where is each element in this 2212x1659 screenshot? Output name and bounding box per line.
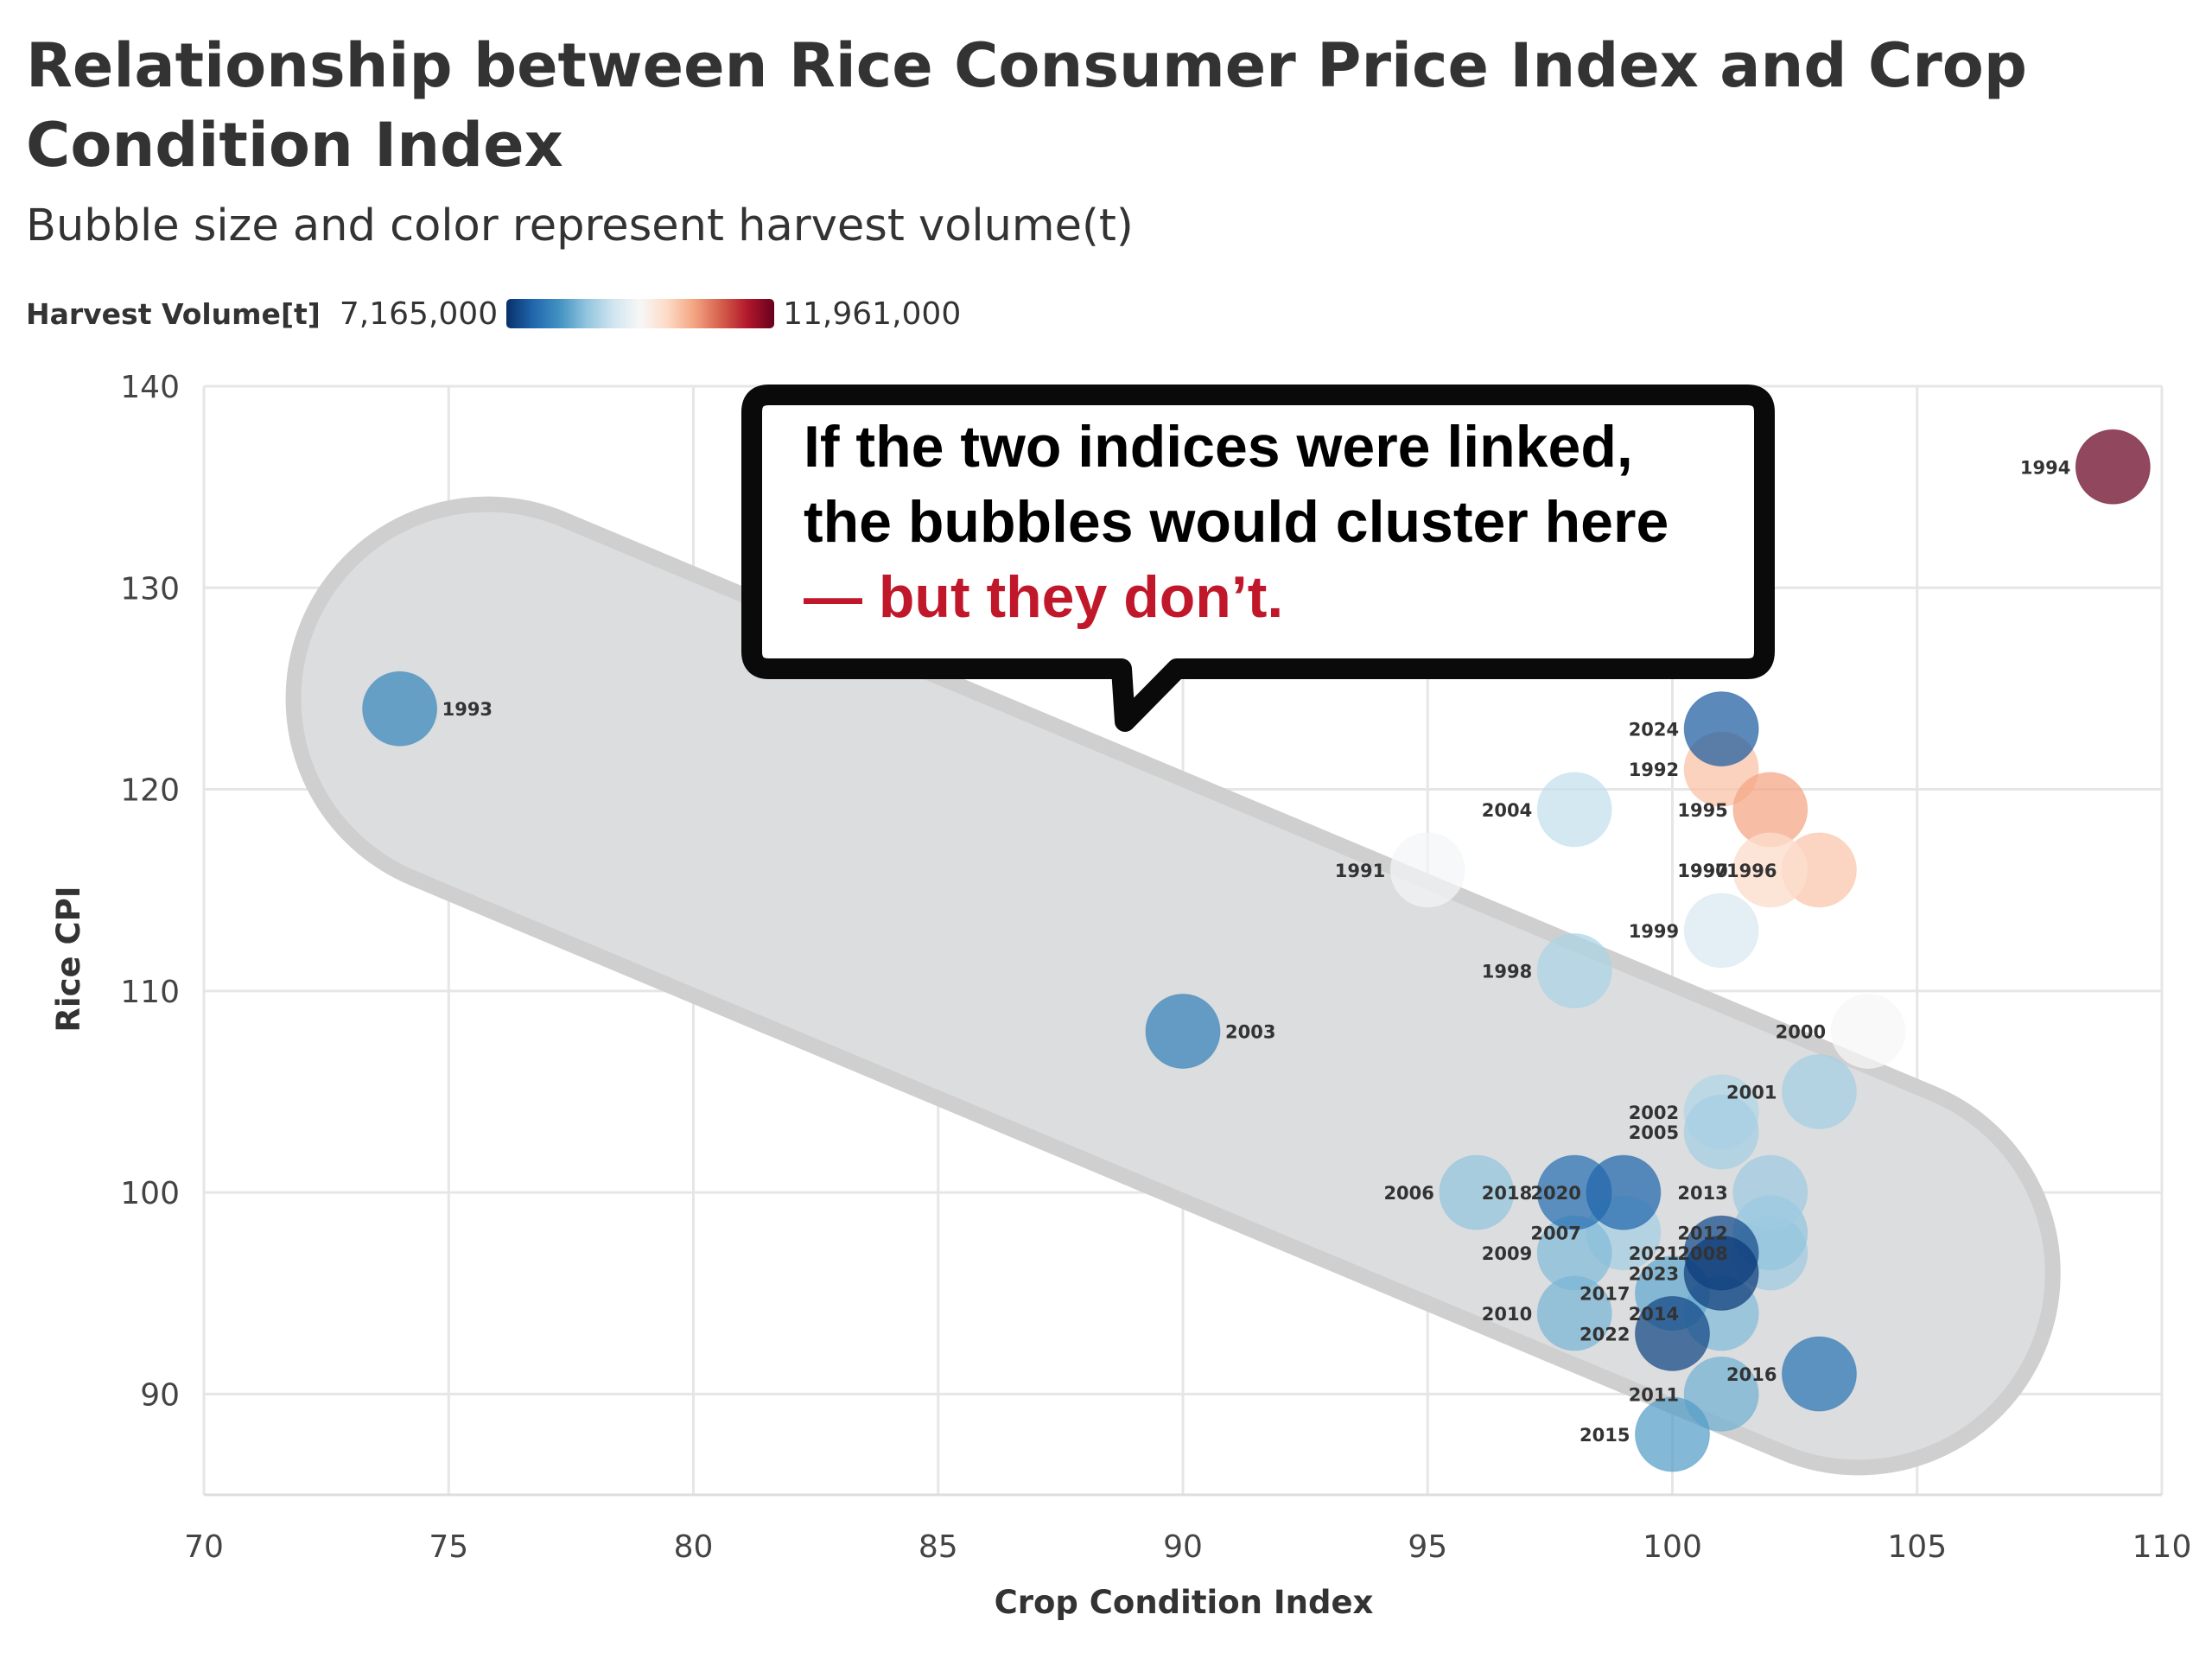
bubble-label-2017: 2017 [1580,1284,1630,1305]
x-tick-label: 75 [429,1529,468,1565]
bubble-1999 [1683,893,1759,969]
y-tick-label: 130 [120,571,180,607]
x-tick-label: 90 [1163,1529,1203,1565]
bubble-2011 [1683,1356,1759,1432]
x-tick-label: 70 [184,1529,224,1565]
bubbles [362,429,2151,1472]
x-tick-label: 100 [1643,1529,1702,1565]
bubble-label-2021: 2021 [1629,1243,1679,1264]
y-tick-label: 110 [120,975,180,1010]
y-tick-label: 100 [120,1176,180,1211]
bubble-label-1998: 1998 [1482,961,1532,982]
bubble-label-1996: 1996 [1726,861,1777,881]
bubble-label-1993: 1993 [442,699,493,720]
bubble-label-2003: 2003 [1225,1021,1275,1042]
x-tick-label: 110 [2133,1529,2192,1565]
callout-line-2: the bubbles would cluster here [804,489,1669,555]
callout-box [741,385,1775,732]
x-tick-label: 80 [674,1529,714,1565]
legend-title: Harvest Volume[t] [26,296,321,331]
chart-title: Relationship between Rice Consumer Price… [26,30,2027,181]
bubble-label-2013: 2013 [1677,1183,1727,1204]
y-axis-label: Rice CPI [50,886,87,1032]
bubble-label-2024: 2024 [1629,720,1679,741]
bubble-label-2018: 2018 [1482,1183,1532,1204]
legend-max-label: 11,961,000 [783,296,962,332]
y-tick-label: 140 [120,370,180,405]
bubble-1991 [1389,832,1465,908]
bubble-1993 [362,671,438,747]
bubble-label-2006: 2006 [1383,1183,1433,1204]
x-tick-label: 95 [1408,1529,1447,1565]
annotation-callout: If the two indices were linked, the bubb… [741,385,1775,732]
bubble-2006 [1439,1154,1515,1230]
bubble-1994 [2075,429,2151,505]
bubble-label-2022: 2022 [1580,1324,1630,1344]
y-tick-label: 120 [120,773,180,809]
bubble-label-1990: 1990 [1677,861,1727,881]
bubble-1998 [1536,932,1612,1008]
bubble-label-2012: 2012 [1677,1224,1727,1244]
bubble-2005 [1683,1094,1759,1170]
axes: 70 75 80 85 90 95 100 105 110 90 100 110 120 130 140 [120,370,2191,1565]
bubble-label-2020: 2020 [1530,1183,1580,1204]
bubble-label-2009: 2009 [1482,1243,1532,1264]
bubble-label-1995: 1995 [1677,800,1727,821]
bubble-label-2005: 2005 [1629,1122,1679,1143]
bubble-label-2011: 2011 [1629,1384,1679,1405]
color-legend: Harvest Volume[t] 7,165,000 11,961,000 [26,292,961,335]
bubble-2020 [1586,1154,1662,1230]
bubble-label-2001: 2001 [1726,1082,1777,1103]
bubble-2000 [1830,993,1906,1069]
bubble-2016 [1781,1336,1857,1412]
bubble-2024 [1683,691,1759,767]
bubble-2015 [1635,1396,1710,1472]
bubble-label-2008: 2008 [1677,1243,1727,1264]
bubble-2023 [1683,1235,1759,1311]
bubble-label-2023: 2023 [1629,1263,1679,1284]
callout-line-1: If the two indices were linked, [804,414,1633,480]
legend-min-label: 7,165,000 [339,296,499,332]
bubble-label-1992: 1992 [1629,760,1679,780]
bubble-2013 [1732,1154,1808,1230]
bubble-label-1997: 1997 [1677,861,1727,881]
x-axis-label: Crop Condition Index [995,1584,1374,1621]
bubble-label-1999: 1999 [1629,921,1679,942]
bubble-2022 [1635,1295,1710,1371]
x-tick-label: 85 [918,1529,958,1565]
bubble-label-2014: 2014 [1629,1304,1679,1325]
bubble-label-2015: 2015 [1580,1425,1630,1446]
chart-subtitle: Bubble size and color represent harvest … [26,200,1134,251]
bubble-label-1991: 1991 [1335,861,1385,881]
y-tick-label: 90 [140,1377,180,1413]
legend-color-bar [506,299,775,328]
callout-line-3: — but they don’t. [804,564,1283,630]
bubble-label-1994: 1994 [2020,457,2070,478]
bubble-label-2004: 2004 [1482,800,1532,821]
bubble-2010 [1536,1275,1612,1351]
bubble-label-2002: 2002 [1629,1103,1679,1123]
bubble-1997 [1732,832,1808,908]
bubble-2003 [1145,993,1221,1069]
x-tick-label: 105 [1887,1529,1947,1565]
bubble-2001 [1781,1053,1857,1129]
bubble-label-2000: 2000 [1776,1021,1826,1042]
bubble-label-2016: 2016 [1726,1364,1777,1385]
bubble-2004 [1536,772,1612,848]
bubble-label-2007: 2007 [1530,1224,1580,1244]
bubble-label-2010: 2010 [1482,1304,1532,1325]
